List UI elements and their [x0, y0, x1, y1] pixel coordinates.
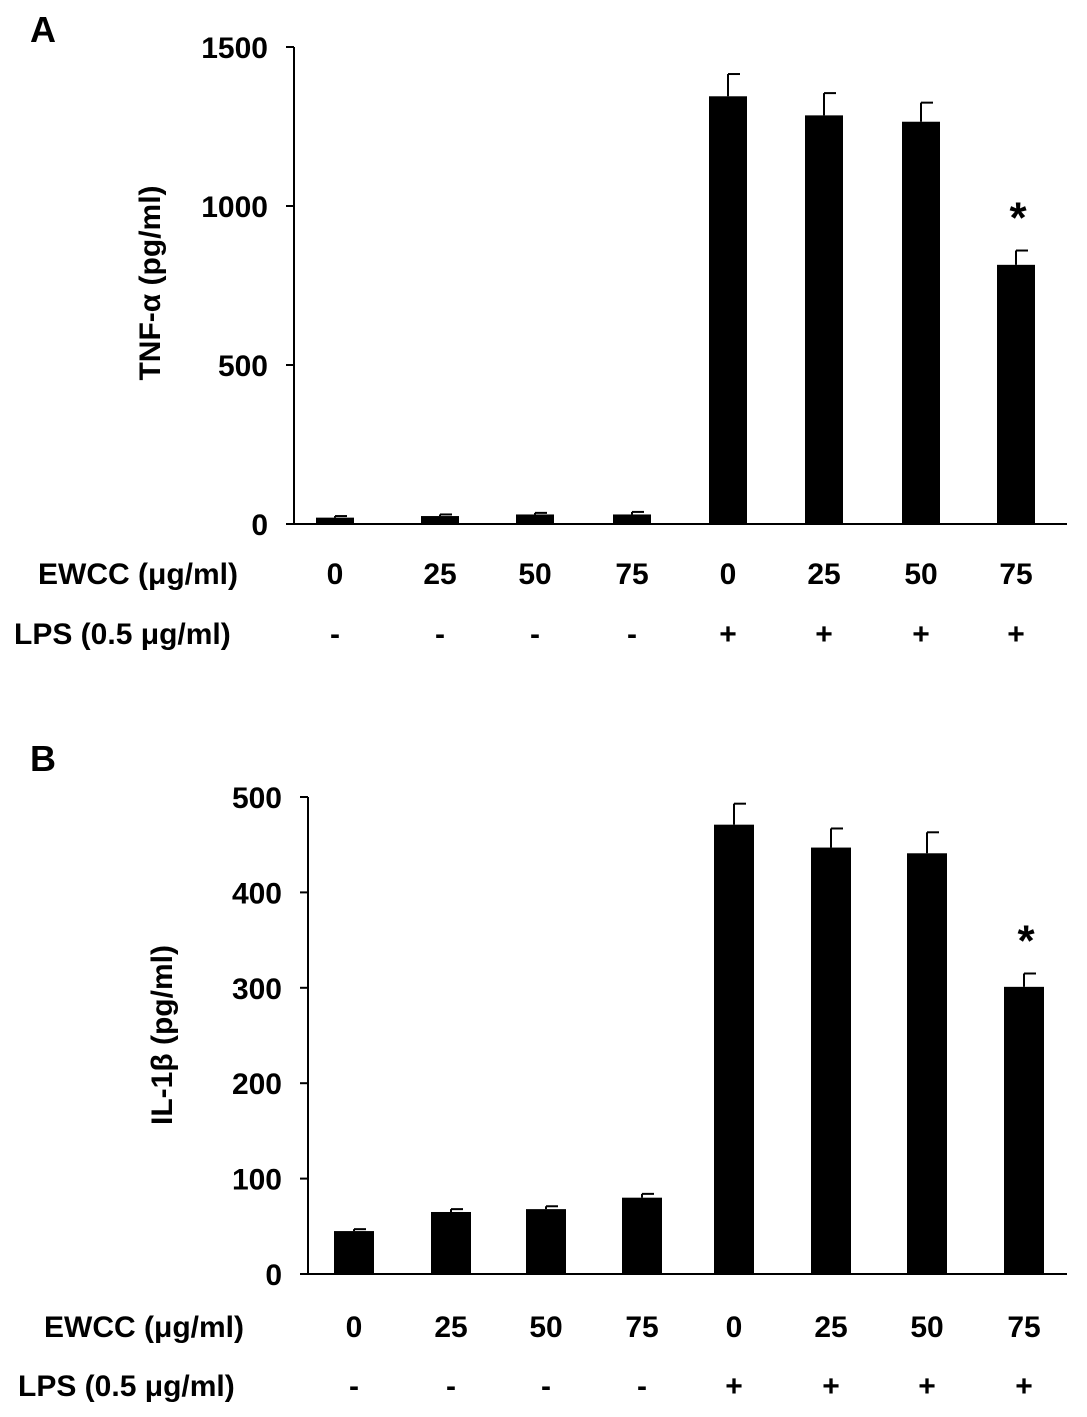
panel-b-label: B — [30, 738, 56, 779]
panel-a-error-bar — [631, 510, 644, 515]
panel-a-lps-value: - — [530, 618, 540, 651]
panel-b-error-bar — [1023, 972, 1036, 987]
panel-b-ewcc-value: 0 — [726, 1311, 743, 1344]
panel-b-error-bar — [450, 1208, 463, 1212]
panel-b-lps-value: + — [1015, 1370, 1033, 1403]
panel-b-bar — [526, 1209, 566, 1274]
panel-a-lps-value: + — [815, 618, 833, 651]
panel-a-error-bar — [920, 101, 933, 122]
panel-b-lps-value: - — [349, 1370, 359, 1403]
panel-b-y-tick-label: 400 — [232, 877, 282, 910]
panel-b-bar — [811, 847, 851, 1274]
panel-b-bar — [431, 1211, 471, 1274]
panel-a-ewcc-value: 75 — [999, 558, 1032, 591]
panel-b-ewcc-value: 50 — [529, 1311, 562, 1344]
panel-a-bar — [997, 264, 1035, 524]
panel-a-ewcc-value: 50 — [904, 558, 937, 591]
panel-b-ewcc-value: 25 — [434, 1311, 467, 1344]
panel-b-bar — [1004, 986, 1044, 1274]
panel-b-error-bar — [641, 1192, 654, 1198]
panel-a-ewcc-value: 25 — [807, 558, 840, 591]
panel-b-lps-row-label: LPS (0.5 μg/ml) — [18, 1370, 235, 1403]
panel-b-y-tick-label: 500 — [232, 782, 282, 815]
panel-b-bar — [622, 1197, 662, 1274]
panel-a-y-tick-label: 1500 — [201, 32, 268, 65]
panel-b-y-tick-label: 100 — [232, 1164, 282, 1197]
panel-a-y-tick-label: 0 — [251, 509, 268, 542]
panel-b-y-axis-label: IL-1β (pg/ml) — [146, 945, 179, 1125]
panel-a-bar — [421, 516, 459, 524]
panel-b-ewcc-value: 0 — [346, 1311, 363, 1344]
panel-b-significance-marker: * — [1017, 916, 1035, 965]
panel-b-bar — [907, 853, 947, 1274]
panel-b-ewcc-value: 25 — [814, 1311, 847, 1344]
panel-a-bar — [613, 514, 651, 524]
panel-a-error-bar — [439, 513, 452, 517]
panel-a-lps-value: - — [435, 618, 445, 651]
panel-b-ewcc-row-label: EWCC (μg/ml) — [44, 1311, 244, 1344]
panel-b-bar — [714, 824, 754, 1274]
panel-b-ewcc-value: 75 — [625, 1311, 658, 1344]
panel-b-lps-value: + — [822, 1370, 840, 1403]
panel-a-lps-value: - — [330, 618, 340, 651]
panel-b-lps-value: - — [541, 1370, 551, 1403]
panel-a-ewcc-value: 25 — [423, 558, 456, 591]
panel-b-bar — [334, 1231, 374, 1274]
panel-b-error-bar — [353, 1228, 366, 1232]
panel-b-lps-value: - — [446, 1370, 456, 1403]
panel-a-bar — [516, 514, 554, 524]
panel-a-lps-value: - — [627, 618, 637, 651]
panel-a-error-bar — [727, 73, 740, 97]
panel-a-error-bar — [534, 511, 547, 515]
panel-b-error-bar — [926, 831, 939, 854]
panel-a-bar — [805, 115, 843, 525]
panel-a-bar — [902, 121, 940, 524]
panel-a-ewcc-row-label: EWCC (μg/ml) — [38, 558, 238, 591]
panel-b-lps-value: - — [637, 1370, 647, 1403]
panel-b-ewcc-value: 75 — [1007, 1311, 1040, 1344]
panel-a-significance-marker: * — [1009, 194, 1027, 243]
panel-b-y-tick-label: 0 — [265, 1259, 282, 1292]
panel-a-y-axis-label: TNF-α (pg/ml) — [134, 185, 167, 380]
panel-b-error-bar — [830, 827, 843, 848]
panel-a-ewcc-value: 0 — [327, 558, 344, 591]
panel-a-label: A — [30, 9, 56, 50]
panel-a-y-tick-label: 500 — [218, 350, 268, 383]
panel-b-lps-value: + — [725, 1370, 743, 1403]
panel-a-ewcc-value: 50 — [518, 558, 551, 591]
panel-b-ewcc-value: 50 — [910, 1311, 943, 1344]
panel-a-y-tick-label: 1000 — [201, 191, 268, 224]
panel-a-lps-value: + — [912, 618, 930, 651]
panel-b-y-tick-label: 300 — [232, 973, 282, 1006]
panel-a-error-bar — [334, 515, 347, 518]
panel-a-error-bar — [1015, 249, 1028, 265]
panel-a-lps-value: + — [1007, 618, 1025, 651]
panel-b-lps-value: + — [918, 1370, 936, 1403]
panel-b-y-tick-label: 200 — [232, 1068, 282, 1101]
panel-a-bar — [316, 517, 354, 524]
panel-a-lps-row-label: LPS (0.5 μg/ml) — [14, 618, 231, 651]
panel-a-error-bar — [823, 92, 836, 116]
panel-a-ewcc-value: 0 — [720, 558, 737, 591]
panel-a-bar — [709, 96, 747, 524]
panel-a-lps-value: + — [719, 618, 737, 651]
panel-b-error-bar — [733, 802, 746, 825]
panel-a-ewcc-value: 75 — [615, 558, 648, 591]
panel-b-error-bar — [545, 1205, 558, 1210]
